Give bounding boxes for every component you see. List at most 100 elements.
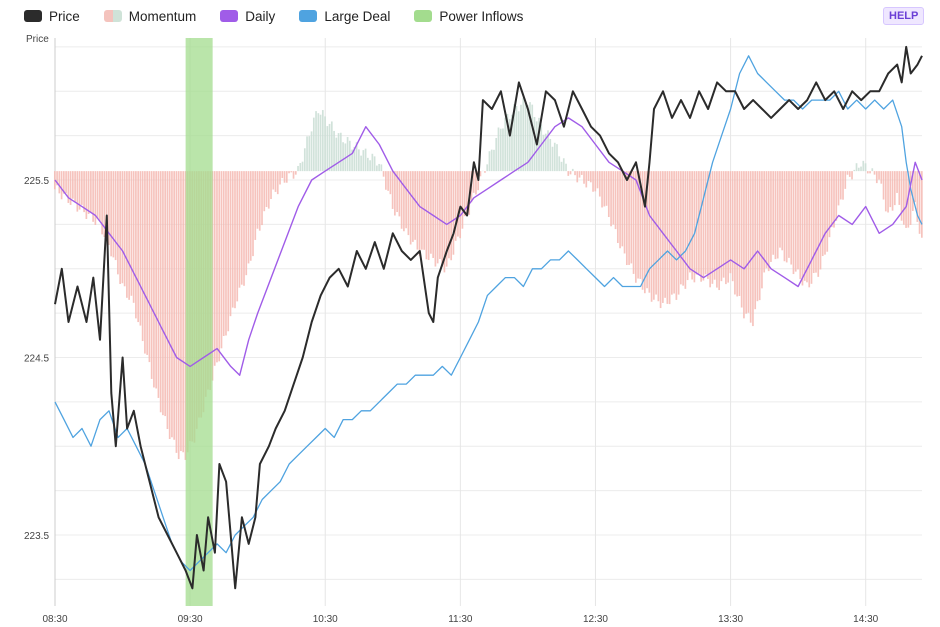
momentum-bar: [774, 171, 777, 260]
momentum-bar: [297, 165, 299, 172]
momentum-bar: [650, 171, 653, 302]
momentum-bar: [900, 171, 903, 221]
momentum-bar: [698, 171, 700, 274]
momentum-bar: [734, 171, 736, 295]
momentum-bar: [101, 171, 103, 235]
momentum-bar: [148, 171, 151, 363]
momentum-bar: [398, 171, 401, 217]
momentum-bar: [920, 171, 923, 238]
momentum-bar: [587, 171, 590, 182]
momentum-bar: [99, 171, 101, 222]
momentum-bar: [220, 171, 223, 349]
momentum-bar: [772, 171, 775, 255]
momentum-bar: [382, 171, 385, 177]
momentum-bar: [236, 171, 239, 302]
momentum-bar: [682, 171, 684, 286]
momentum-bar: [911, 171, 914, 211]
momentum-bar: [274, 171, 277, 192]
momentum-bar: [803, 171, 806, 281]
momentum-bar: [137, 171, 139, 323]
momentum-bar: [508, 119, 511, 172]
momentum-bar: [407, 171, 410, 236]
momentum-bar: [180, 171, 182, 452]
momentum-bar: [448, 171, 450, 259]
momentum-bar: [112, 171, 115, 258]
chart-axes: Price 223.5 224.5 225.5 08:30 09:30 10:30 11:30…: [24, 34, 879, 625]
momentum-bar: [632, 171, 635, 274]
momentum-bar: [824, 171, 826, 255]
momentum-bar: [515, 105, 518, 172]
momentum-bar: [263, 171, 266, 212]
chart-legend: Price Momentum Daily Large Deal Power In…: [0, 0, 523, 32]
legend-item-price[interactable]: Price: [24, 9, 80, 24]
momentum-bar: [445, 171, 448, 267]
momentum-bar: [276, 171, 279, 195]
momentum-bar: [756, 171, 759, 302]
momentum-bar: [761, 171, 763, 289]
momentum-bar: [387, 171, 389, 191]
legend-item-power-inflows[interactable]: Power Inflows: [414, 9, 523, 24]
momentum-bar: [810, 171, 813, 284]
momentum-bar: [657, 171, 660, 302]
momentum-bar: [479, 171, 482, 177]
help-button[interactable]: HELP: [883, 7, 925, 25]
momentum-bar: [279, 171, 281, 185]
momentum-bar: [610, 171, 612, 227]
momentum-bar: [533, 117, 536, 172]
momentum-bar: [918, 171, 921, 234]
momentum-bar: [616, 171, 619, 244]
momentum-bar: [141, 171, 144, 342]
momentum-bar: [747, 171, 750, 313]
momentum-bar: [513, 104, 516, 172]
momentum-bar: [265, 171, 268, 208]
legend-swatch-daily: [220, 10, 239, 22]
y-tick-label: 224.5: [24, 354, 49, 365]
momentum-bar: [700, 171, 702, 282]
momentum-bar: [418, 171, 421, 256]
momentum-bar: [776, 171, 779, 259]
x-tick-label: 09:30: [178, 614, 203, 625]
legend-item-momentum[interactable]: Momentum: [103, 8, 197, 24]
legend-item-large-deal[interactable]: Large Deal: [299, 9, 390, 24]
momentum-bar: [117, 171, 119, 275]
momentum-bar: [594, 171, 597, 192]
legend-label-momentum: Momentum: [128, 8, 197, 24]
momentum-bar: [339, 132, 342, 172]
momentum-bar: [680, 171, 682, 285]
momentum-bar: [702, 171, 705, 281]
momentum-bar: [490, 149, 493, 172]
momentum-bar: [135, 171, 137, 319]
momentum-bar: [270, 171, 272, 200]
momentum-bar: [671, 171, 673, 295]
momentum-bar: [303, 148, 306, 172]
momentum-bar: [412, 171, 414, 242]
momentum-bar: [729, 171, 732, 274]
momentum-bar: [882, 171, 885, 200]
momentum-bar: [301, 161, 304, 172]
momentum-bar: [144, 171, 146, 354]
momentum-bar: [423, 171, 425, 250]
momentum-bar: [371, 153, 374, 172]
momentum-bar: [869, 171, 871, 174]
momentum-bar: [848, 171, 851, 177]
momentum-bar: [542, 134, 545, 172]
momentum-bar: [675, 171, 678, 300]
momentum-bar: [488, 151, 491, 172]
momentum-bar: [355, 142, 358, 172]
momentum-bar: [315, 111, 317, 172]
y-tick-label: 225.5: [24, 176, 49, 187]
momentum-bar: [108, 171, 110, 246]
momentum-bar: [828, 171, 831, 238]
momentum-bar: [596, 171, 599, 189]
momentum-bar: [385, 171, 387, 190]
momentum-bar: [837, 171, 840, 206]
momentum-bar: [851, 171, 853, 180]
momentum-bar: [227, 171, 230, 332]
momentum-bar: [758, 171, 761, 301]
momentum-bar: [249, 171, 252, 261]
momentum-bar: [623, 171, 626, 254]
legend-item-daily[interactable]: Daily: [220, 9, 275, 24]
momentum-bar: [123, 171, 126, 287]
momentum-bar: [855, 163, 858, 172]
momentum-bar: [222, 171, 225, 336]
